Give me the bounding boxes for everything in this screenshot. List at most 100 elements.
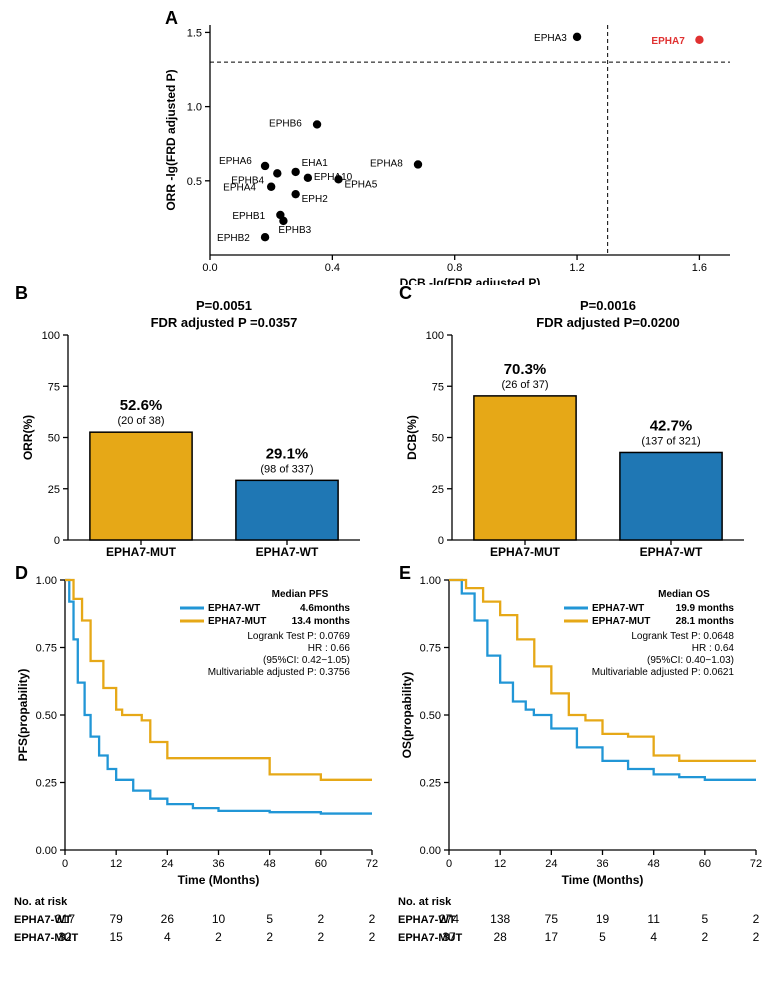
svg-text:50: 50 (432, 433, 444, 445)
svg-text:26: 26 (161, 912, 175, 926)
svg-text:0.00: 0.00 (36, 845, 57, 857)
svg-text:0: 0 (438, 535, 444, 547)
svg-text:EPHA3: EPHA3 (534, 33, 567, 44)
svg-text:0.50: 0.50 (420, 710, 441, 722)
svg-text:(98 of 337): (98 of 337) (260, 463, 313, 475)
svg-text:DCB -lg(FDR adjusted P): DCB -lg(FDR adjusted P) (400, 276, 541, 285)
svg-text:EPHA4: EPHA4 (223, 183, 256, 194)
svg-text:75: 75 (545, 912, 559, 926)
svg-text:P=0.0016: P=0.0016 (580, 298, 636, 313)
svg-text:32: 32 (58, 930, 72, 944)
svg-text:EHA1: EHA1 (302, 158, 329, 169)
svg-text:37: 37 (442, 930, 456, 944)
svg-text:HR : 0.66: HR : 0.66 (308, 643, 351, 654)
svg-text:60: 60 (699, 858, 711, 870)
svg-text:0.50: 0.50 (36, 710, 57, 722)
svg-text:60: 60 (315, 858, 327, 870)
svg-text:2: 2 (317, 930, 324, 944)
svg-text:OS(propability): OS(propability) (400, 672, 414, 759)
svg-text:0.25: 0.25 (420, 778, 441, 790)
svg-text:2: 2 (369, 912, 376, 926)
svg-text:2: 2 (317, 912, 324, 926)
svg-text:0.75: 0.75 (36, 643, 57, 655)
svg-text:(95%CI: 0.42−1.05): (95%CI: 0.42−1.05) (263, 655, 350, 666)
svg-text:EPHB1: EPHB1 (232, 211, 265, 222)
svg-text:EPHA7-MUT: EPHA7-MUT (592, 616, 650, 627)
svg-text:2: 2 (215, 930, 222, 944)
svg-text:DCB(%): DCB(%) (405, 415, 419, 460)
panel-c-label: C (399, 283, 412, 304)
svg-text:EPHA6: EPHA6 (219, 156, 252, 167)
svg-text:EPHA7-MUT: EPHA7-MUT (490, 545, 561, 559)
svg-text:11: 11 (647, 912, 660, 926)
svg-text:0.00: 0.00 (420, 845, 441, 857)
svg-text:HR : 0.64: HR : 0.64 (692, 643, 735, 654)
panel-e-label: E (399, 563, 411, 584)
svg-text:29.1%: 29.1% (266, 445, 309, 462)
svg-text:Median OS: Median OS (658, 589, 710, 600)
svg-text:274: 274 (439, 912, 459, 926)
svg-text:12: 12 (494, 858, 506, 870)
km-curve-pfs: 01224364860720.000.250.500.751.00PFS(pro… (10, 565, 382, 985)
svg-text:EPHA7: EPHA7 (651, 36, 685, 47)
svg-text:50: 50 (48, 433, 60, 445)
svg-text:19.9 months: 19.9 months (676, 603, 735, 614)
svg-text:52.6%: 52.6% (120, 397, 163, 414)
svg-text:2: 2 (701, 930, 708, 944)
svg-text:317: 317 (55, 912, 75, 926)
svg-text:0: 0 (62, 858, 68, 870)
svg-text:1.00: 1.00 (36, 575, 57, 587)
svg-text:P=0.0051: P=0.0051 (196, 298, 252, 313)
svg-text:36: 36 (212, 858, 224, 870)
svg-text:1.0: 1.0 (187, 102, 202, 114)
svg-text:72: 72 (750, 858, 762, 870)
svg-text:2: 2 (753, 930, 760, 944)
svg-text:36: 36 (596, 858, 608, 870)
svg-text:EPH2: EPH2 (302, 194, 329, 205)
svg-text:EPHB2: EPHB2 (217, 233, 250, 244)
svg-text:24: 24 (545, 858, 557, 870)
svg-text:0.5: 0.5 (187, 176, 202, 188)
panel-a-label: A (165, 8, 178, 29)
svg-text:24: 24 (161, 858, 173, 870)
svg-text:EPHA7-WT: EPHA7-WT (208, 603, 260, 614)
svg-text:4: 4 (650, 930, 657, 944)
svg-text:FDR adjusted P =0.0357: FDR adjusted P =0.0357 (151, 315, 298, 330)
svg-text:EPHB6: EPHB6 (269, 118, 302, 129)
svg-text:Logrank Test P: 0.0769: Logrank Test P: 0.0769 (247, 631, 350, 642)
svg-text:5: 5 (701, 912, 708, 926)
bar-chart-orr: 0255075100ORR(%)P=0.0051FDR adjusted P =… (10, 285, 382, 565)
svg-text:EPHA5: EPHA5 (344, 179, 377, 190)
svg-text:19: 19 (596, 912, 610, 926)
svg-text:138: 138 (490, 912, 510, 926)
svg-text:0: 0 (446, 858, 452, 870)
svg-text:28.1 months: 28.1 months (676, 616, 735, 627)
svg-text:12: 12 (110, 858, 122, 870)
svg-text:PFS(propability): PFS(propability) (16, 669, 30, 762)
svg-text:(137 of 321): (137 of 321) (641, 435, 700, 447)
svg-text:EPHA8: EPHA8 (370, 158, 403, 169)
svg-text:5: 5 (599, 930, 606, 944)
svg-text:2: 2 (266, 930, 273, 944)
svg-text:0.25: 0.25 (36, 778, 57, 790)
svg-text:1.00: 1.00 (420, 575, 441, 587)
svg-text:Multivariable adjusted P: 0.37: Multivariable adjusted P: 0.3756 (208, 667, 351, 678)
svg-text:EPHB3: EPHB3 (278, 225, 311, 236)
svg-text:15: 15 (109, 930, 123, 944)
svg-text:0.4: 0.4 (325, 262, 340, 274)
km-curve-os: 01224364860720.000.250.500.751.00OS(prop… (394, 565, 766, 985)
svg-text:2: 2 (369, 930, 376, 944)
svg-text:0.0: 0.0 (202, 262, 217, 274)
svg-text:75: 75 (432, 381, 444, 393)
svg-text:0.75: 0.75 (420, 643, 441, 655)
svg-text:4: 4 (164, 930, 171, 944)
svg-text:EPHA7-WT: EPHA7-WT (592, 603, 644, 614)
svg-text:5: 5 (266, 912, 273, 926)
svg-text:72: 72 (366, 858, 378, 870)
svg-text:1.6: 1.6 (692, 262, 707, 274)
svg-text:Multivariable adjusted P: 0.06: Multivariable adjusted P: 0.0621 (592, 667, 735, 678)
svg-text:Time (Months): Time (Months) (178, 873, 260, 887)
svg-text:2: 2 (753, 912, 760, 926)
svg-text:1.5: 1.5 (187, 27, 202, 39)
svg-text:ORR(%): ORR(%) (21, 415, 35, 460)
